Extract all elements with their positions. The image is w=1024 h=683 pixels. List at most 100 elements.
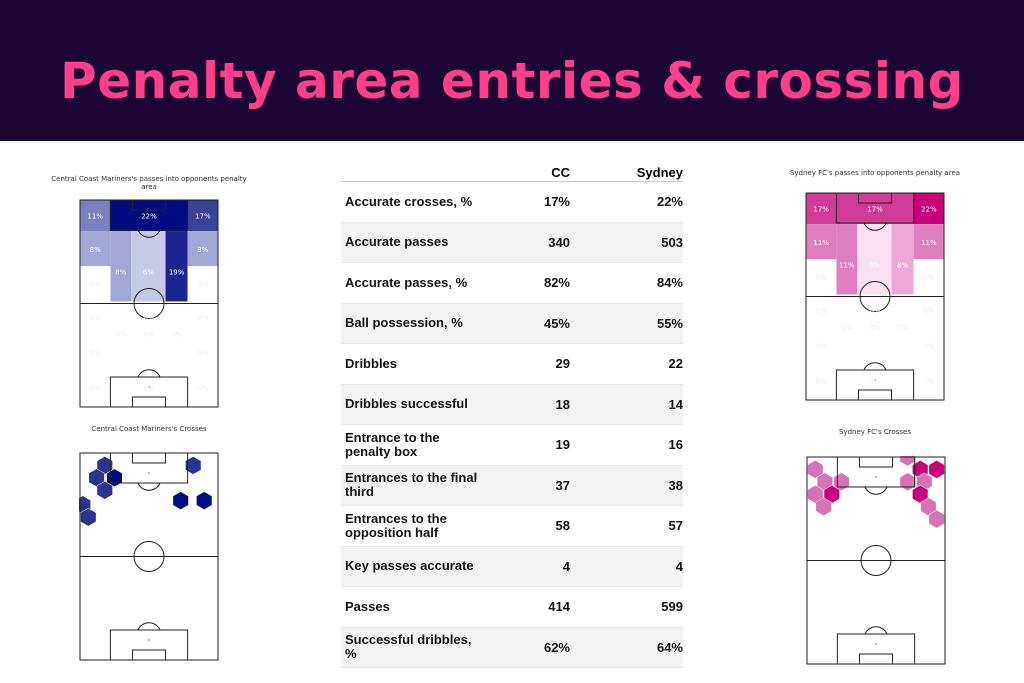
zone-label: 17%	[813, 206, 829, 214]
cross-hexbin	[815, 497, 832, 516]
six-yard-box	[857, 192, 893, 204]
zone-label: 19%	[169, 269, 185, 277]
penalty-arc	[137, 482, 161, 491]
table-row: Key passes accurate 4 4	[341, 546, 683, 587]
zone-halfspace-left	[836, 224, 858, 295]
zone-label: 11%	[839, 262, 855, 270]
zone-center	[857, 224, 892, 295]
zone-wing-right	[913, 224, 944, 260]
empty-zone-label: 0%	[90, 349, 101, 357]
table-row: Accurate passes 340 503	[341, 222, 683, 263]
header-sydney: Sydney	[636, 165, 683, 180]
sydney-value: 16	[668, 437, 683, 453]
sydney-value: 55%	[656, 315, 683, 331]
title-banner: Penalty area entries & crossing	[0, 0, 1024, 141]
penalty-spot	[148, 386, 150, 388]
table-row: Accurate passes, % 82% 84%	[341, 263, 683, 304]
stat-label: Ball possession, %	[345, 315, 463, 331]
stat-label: Passes	[345, 598, 390, 614]
stat-label: Entrances to the opposition half	[345, 510, 447, 540]
cc-value: 29	[555, 356, 570, 372]
cc-value: 4	[562, 558, 570, 574]
cross-hexbin	[185, 456, 202, 475]
stat-label: Dribbles successful	[345, 396, 468, 412]
cc-value: 82%	[543, 275, 570, 291]
cc-value: 17%	[543, 194, 570, 210]
sydney-value: 22%	[656, 194, 683, 210]
penalty-spot	[874, 212, 876, 214]
cross-hexbin	[899, 472, 916, 492]
zone-label: 17%	[867, 206, 883, 214]
syd-crosses-title: Sydney FC's Crosses	[839, 428, 911, 436]
syd-crosses-map	[806, 456, 946, 665]
header-cc: CC	[551, 165, 570, 180]
zone-label: 8%	[197, 246, 208, 254]
six-yard-box	[131, 396, 167, 408]
zone-label: 0%	[90, 281, 101, 289]
stat-label: Accurate crosses, %	[345, 193, 473, 209]
six-yard-box	[131, 452, 167, 464]
syd-heatmap: 17% 17% 22% 11% 11% 3% 8% 11% 0% 0% 0% 0% 0% 0% 0% 0% 0%…	[805, 192, 945, 401]
cross-hexbin	[88, 468, 105, 488]
empty-zone-label: 0%	[869, 324, 880, 332]
empty-zone-label: 0%	[143, 314, 154, 322]
six-yard-box	[858, 653, 894, 665]
penalty-arc	[863, 362, 887, 371]
penalty-arc	[137, 229, 161, 238]
zone-low-right	[187, 266, 218, 302]
empty-zone-label: 0%	[923, 307, 934, 315]
page-title: Penalty area entries & crossing	[60, 52, 964, 110]
cross-hexbin	[928, 460, 945, 479]
cc-value: 340	[548, 234, 570, 250]
penalty-arc	[864, 486, 888, 495]
zone-low-left	[80, 266, 111, 302]
empty-zone-label: 0%	[869, 377, 880, 385]
center-circle	[133, 288, 165, 319]
cc-crosses-title: Central Coast Mariners's Crosses	[91, 425, 207, 433]
cross-hexbin	[912, 485, 929, 504]
empty-zone-label: 0%	[116, 331, 127, 339]
penalty-spot	[875, 643, 877, 645]
stat-label: Key passes accurate	[345, 558, 474, 574]
center-circle	[133, 541, 165, 572]
zone-label: 11%	[813, 239, 829, 247]
empty-zone-label: 0%	[816, 307, 827, 315]
penalty-spot	[148, 219, 150, 221]
cc-value: 19	[555, 437, 570, 453]
zone-halfspace-right	[891, 224, 914, 295]
empty-zone-label: 0%	[923, 377, 934, 385]
zone-label: 0%	[197, 281, 208, 289]
zone-label: 0%	[816, 274, 827, 282]
cross-hexbin	[920, 497, 937, 516]
cross-hexbin	[196, 491, 213, 510]
zone-label: 8%	[897, 262, 908, 270]
zone-top-right	[187, 200, 218, 232]
cross-hexbin	[823, 485, 840, 504]
cc-value: 37	[555, 477, 570, 493]
zone-label: 17%	[195, 213, 211, 221]
six-yard-box	[858, 456, 894, 468]
cross-hexbin	[96, 481, 113, 500]
sydney-value: 14	[668, 396, 683, 412]
sydney-value: 84%	[656, 275, 683, 291]
table-row: Entrances to the final third 37 38	[341, 465, 683, 506]
penalty-arc	[137, 622, 161, 631]
empty-zone-label: 0%	[923, 342, 934, 350]
cc-value: 62%	[543, 639, 570, 655]
zone-top-center	[836, 193, 914, 225]
cc-heatmap: 11% 22% 17% 8% 8% 6% 19% 8% 0% 0% 0% 0% 0% 0% 0% 0% 0% 0%…	[79, 199, 219, 408]
empty-zone-label: 0%	[816, 342, 827, 350]
stat-label: Dribbles	[345, 355, 398, 371]
penalty-arc	[863, 222, 887, 231]
zone-center	[131, 231, 166, 302]
zone-top-left	[80, 200, 111, 232]
stat-label: Entrances to the final third	[345, 470, 478, 500]
zone-label: 11%	[921, 239, 937, 247]
table-row: Passes 414 599	[341, 587, 683, 628]
sydney-value: 4	[675, 558, 683, 574]
cc-heatmap-title: Central Coast Mariners's passes into opp…	[51, 175, 247, 191]
syd-heatmap-title: Sydney FC's passes into opponents penalt…	[789, 169, 961, 177]
zone-label: 8%	[90, 246, 101, 254]
cross-hexbin	[899, 456, 916, 467]
sydney-value: 38	[668, 477, 683, 493]
